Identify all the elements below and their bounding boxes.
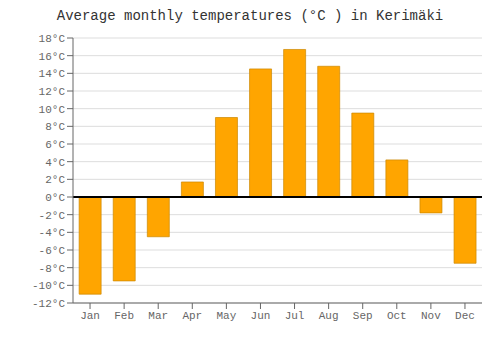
svg-text:6°C: 6°C xyxy=(45,139,65,151)
svg-text:Sep: Sep xyxy=(353,310,373,322)
svg-text:Oct: Oct xyxy=(387,310,407,322)
svg-text:12°C: 12°C xyxy=(39,86,66,98)
svg-text:8°C: 8°C xyxy=(45,121,65,133)
svg-text:-8°C: -8°C xyxy=(39,263,66,275)
svg-text:Jul: Jul xyxy=(285,310,305,322)
svg-text:-12°C: -12°C xyxy=(32,298,65,310)
svg-text:-10°C: -10°C xyxy=(32,280,65,292)
svg-text:Feb: Feb xyxy=(114,310,134,322)
svg-text:-2°C: -2°C xyxy=(39,210,66,222)
svg-text:May: May xyxy=(216,310,236,322)
html-text:Average monthly temperatures (: Average monthly temperatures (°C ) in Ke… xyxy=(56,8,444,24)
svg-text:Dec: Dec xyxy=(455,310,475,322)
svg-text:18°C: 18°C xyxy=(39,33,66,45)
svg-text:Mar: Mar xyxy=(148,310,168,322)
svg-text:2°C: 2°C xyxy=(45,174,65,186)
svg-text:Apr: Apr xyxy=(182,310,202,322)
svg-text:Aug: Aug xyxy=(319,310,339,322)
svg-text:14°C: 14°C xyxy=(39,68,66,80)
svg-text:4°C: 4°C xyxy=(45,157,65,169)
svg-text:Jun: Jun xyxy=(251,310,271,322)
svg-text:0°C: 0°C xyxy=(45,192,65,204)
svg-text:Jan: Jan xyxy=(80,310,100,322)
svg-text:-6°C: -6°C xyxy=(39,245,66,257)
svg-text:16°C: 16°C xyxy=(39,51,66,63)
svg-text:Nov: Nov xyxy=(421,310,441,322)
svg-text:-4°C: -4°C xyxy=(39,227,66,239)
svg-text:10°C: 10°C xyxy=(39,104,66,116)
